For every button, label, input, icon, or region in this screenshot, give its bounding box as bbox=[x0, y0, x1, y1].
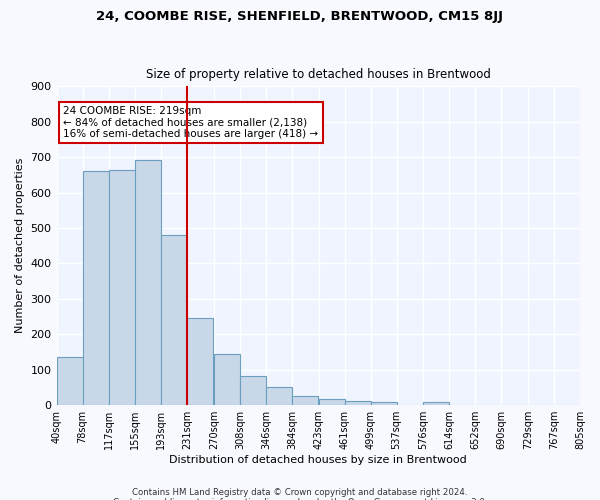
Bar bbox=[240, 376, 266, 405]
Text: 24, COOMBE RISE, SHENFIELD, BRENTWOOD, CM15 8JJ: 24, COOMBE RISE, SHENFIELD, BRENTWOOD, C… bbox=[97, 10, 503, 23]
Bar bbox=[109, 170, 135, 405]
Bar bbox=[83, 172, 109, 405]
Y-axis label: Number of detached properties: Number of detached properties bbox=[15, 158, 25, 334]
Text: 24 COOMBE RISE: 219sqm
← 84% of detached houses are smaller (2,138)
16% of semi-: 24 COOMBE RISE: 219sqm ← 84% of detached… bbox=[64, 106, 319, 139]
Title: Size of property relative to detached houses in Brentwood: Size of property relative to detached ho… bbox=[146, 68, 491, 81]
Bar bbox=[292, 396, 318, 405]
Bar bbox=[266, 388, 292, 405]
Bar bbox=[161, 235, 187, 405]
Bar bbox=[424, 402, 449, 405]
Text: Contains HM Land Registry data © Crown copyright and database right 2024.: Contains HM Land Registry data © Crown c… bbox=[132, 488, 468, 497]
Text: Contains public sector information licensed under the Open Government Licence v3: Contains public sector information licen… bbox=[113, 498, 487, 500]
Bar bbox=[135, 160, 161, 405]
Bar bbox=[187, 318, 213, 405]
Bar bbox=[344, 401, 371, 405]
Bar bbox=[371, 402, 397, 405]
Bar bbox=[56, 356, 83, 405]
Bar bbox=[214, 354, 240, 405]
X-axis label: Distribution of detached houses by size in Brentwood: Distribution of detached houses by size … bbox=[169, 455, 467, 465]
Bar bbox=[319, 399, 344, 405]
